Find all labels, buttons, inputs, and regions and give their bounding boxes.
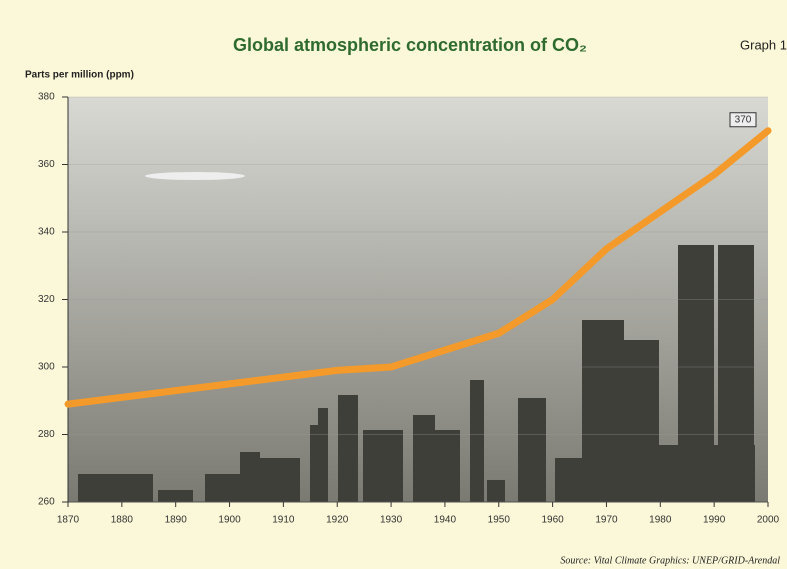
x-tick-label: 2000 <box>757 515 780 526</box>
x-tick-label: 1980 <box>649 515 672 526</box>
x-tick-label: 1910 <box>272 515 295 526</box>
y-tick-label: 360 <box>38 159 55 170</box>
value-label: 370 <box>735 114 752 125</box>
y-axis-label: Parts per million (ppm) <box>25 70 134 81</box>
x-tick-label: 1960 <box>541 515 564 526</box>
y-tick-label: 340 <box>38 227 55 238</box>
x-tick-label: 1970 <box>595 515 618 526</box>
x-tick-label: 1940 <box>434 515 457 526</box>
cityscape <box>78 245 755 502</box>
y-tick-label: 380 <box>38 92 55 103</box>
x-tick-label: 1890 <box>165 515 188 526</box>
chart-title: Global atmospheric concentration of CO₂ <box>233 35 587 55</box>
x-tick-label: 1880 <box>111 515 134 526</box>
co2-line <box>64 127 772 408</box>
y-tick-label: 320 <box>38 294 55 305</box>
x-tick-label: 1930 <box>380 515 403 526</box>
y-tick-label: 300 <box>38 362 55 373</box>
y-tick-label: 260 <box>38 497 55 508</box>
graph-label: Graph 1 <box>740 37 787 52</box>
x-tick-label: 1920 <box>326 515 349 526</box>
x-tick-label: 1900 <box>218 515 241 526</box>
y-tick-label: 280 <box>38 429 55 440</box>
source: Source: Vital Climate Graphics: UNEP/GRI… <box>560 555 780 566</box>
x-tick-label: 1990 <box>703 515 726 526</box>
value-label-box <box>729 112 757 128</box>
x-tick-label: 1950 <box>488 515 511 526</box>
x-tick-label: 1870 <box>57 515 80 526</box>
airplane <box>145 172 245 180</box>
